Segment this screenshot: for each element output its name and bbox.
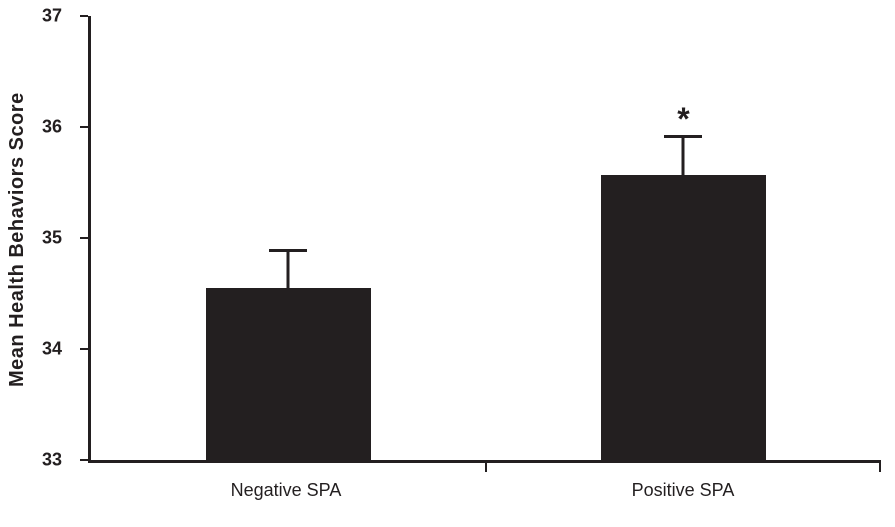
bar-group-positive-spa: * bbox=[600, 16, 767, 460]
y-axis-tick-marks bbox=[80, 15, 88, 461]
error-bar-cap bbox=[269, 249, 308, 253]
x-category-label-negative-spa: Negative SPA bbox=[230, 480, 342, 500]
bar-group-negative-spa bbox=[205, 16, 372, 460]
y-axis-tick-labels: 37 36 35 34 33 bbox=[0, 6, 78, 470]
x-axis-tick-mark-end bbox=[879, 463, 881, 472]
plot-area: * bbox=[88, 16, 881, 472]
y-tick-mark bbox=[80, 237, 88, 239]
significance-marker-positive: * bbox=[677, 100, 690, 137]
bar-positive-spa bbox=[600, 174, 767, 460]
error-bar-stem bbox=[681, 138, 685, 175]
y-tick-mark bbox=[80, 126, 88, 128]
y-tick-mark bbox=[80, 459, 88, 461]
y-tick-label-34: 34 bbox=[41, 338, 62, 359]
y-tick-label-36: 36 bbox=[41, 116, 62, 137]
y-tick-mark bbox=[80, 15, 88, 17]
y-tick-mark bbox=[80, 348, 88, 350]
bar-negative-spa bbox=[205, 287, 372, 460]
x-category-label-positive-spa: Positive SPA bbox=[631, 480, 735, 500]
error-bar-stem bbox=[286, 252, 290, 288]
y-tick-label-35: 35 bbox=[41, 227, 62, 248]
x-axis-tick-mark-middle bbox=[485, 463, 487, 472]
error-bar-cap bbox=[664, 135, 703, 139]
y-tick-label-37: 37 bbox=[41, 5, 62, 26]
y-tick-label-33: 33 bbox=[41, 449, 62, 470]
